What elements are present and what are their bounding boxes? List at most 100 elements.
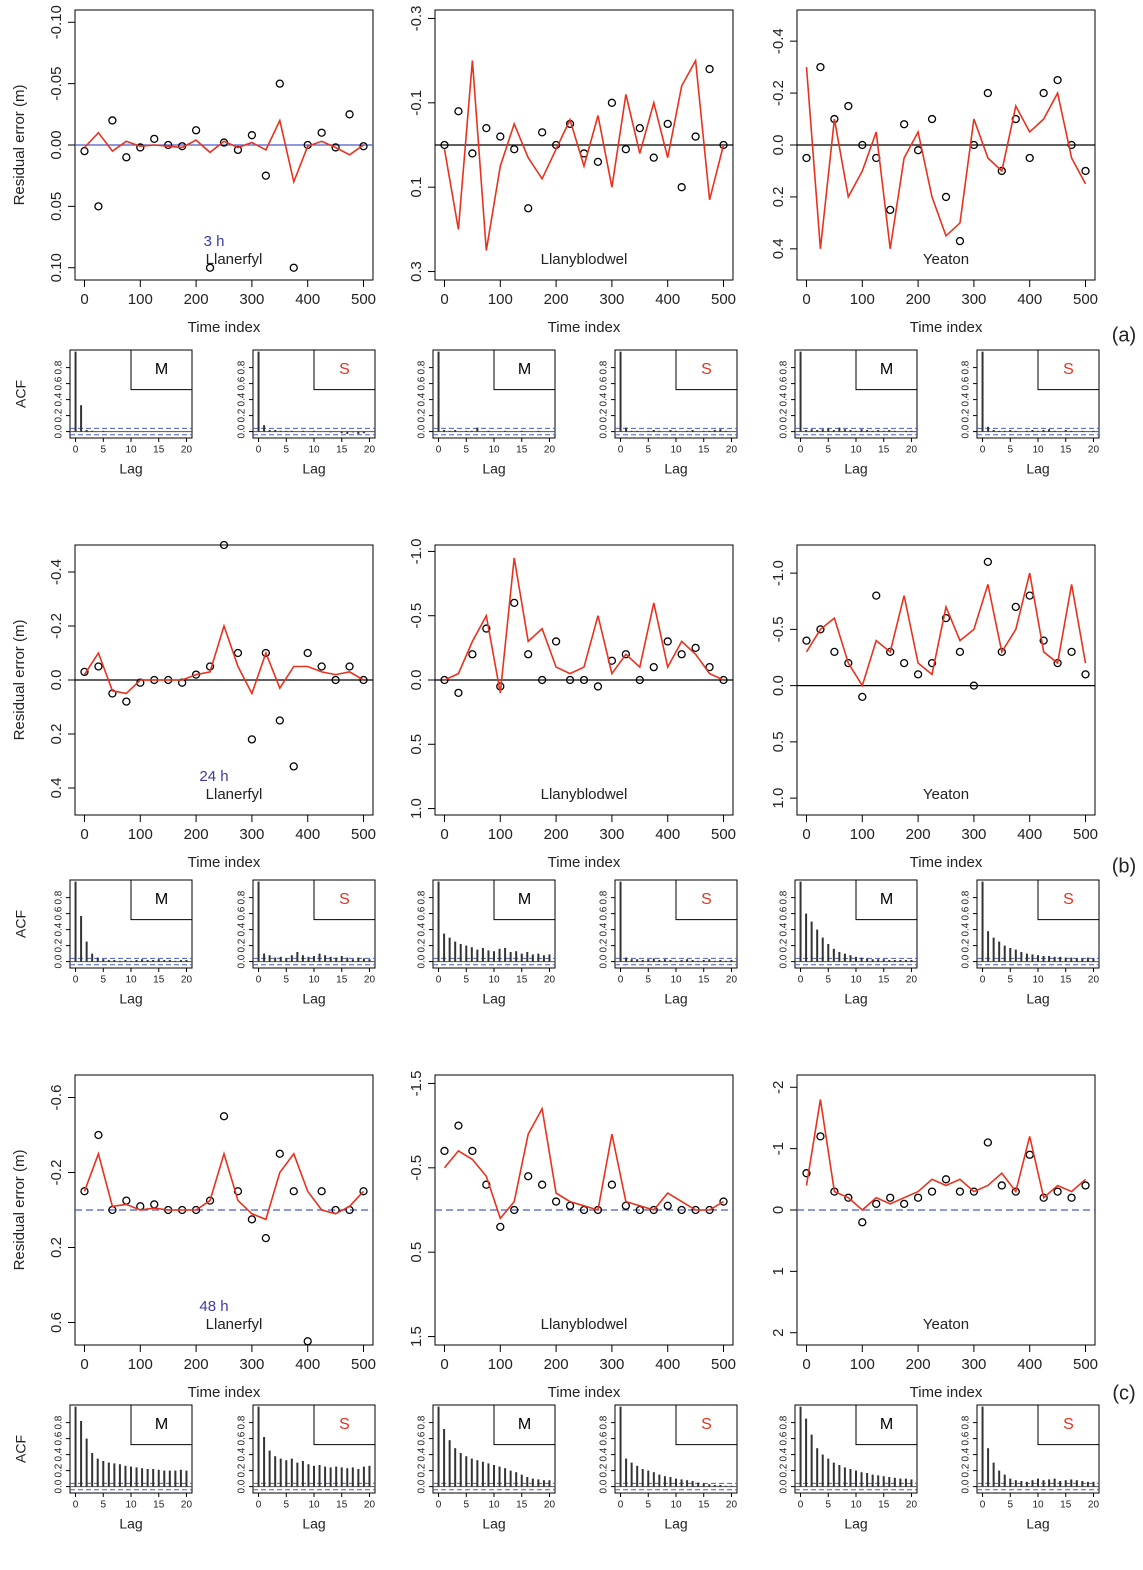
y-tick-label: 0.2 [48,1237,65,1258]
point [551,1197,561,1206]
y-tick-label: 0.8 [961,360,972,374]
y-tick-label: 0.2 [237,938,248,952]
x-tick-label: 10 [125,445,137,456]
horizon-label: 48 h [199,1298,228,1315]
point [621,650,631,659]
point [537,128,547,137]
point [663,637,672,646]
inset-box [493,880,555,921]
x-tick-label: 15 [336,445,348,456]
y-axis-label: ACF [13,380,29,408]
y-tick-label: -1.0 [770,560,787,586]
series-line [83,623,364,696]
y-tick-label: 0 [770,1206,787,1214]
x-tick-label: 0 [256,1500,262,1511]
x-tick-label: 400 [655,826,680,843]
point [331,675,340,685]
x-tick-label: 400 [1017,1356,1042,1373]
point [913,1193,923,1202]
x-tick-label: 200 [906,826,931,843]
x-tick-label: 20 [1088,975,1100,986]
series-line [443,57,725,251]
x-tick-label: 10 [850,1500,862,1511]
point [275,716,284,725]
x-tick-label: 400 [1017,826,1042,843]
x-tick-label: 5 [283,445,289,456]
x-tick-label: 0 [980,1500,986,1511]
y-tick-label: -0.3 [408,6,425,32]
y-tick-label: 0.6 [417,376,428,390]
point [802,636,811,645]
horizon-label: 3 h [204,233,225,250]
x-tick-label: 15 [153,975,165,986]
point [80,146,89,156]
y-tick-label: 0.2 [237,408,248,422]
x-tick-label: 200 [906,291,931,308]
station-label: Yeaton [923,1316,969,1333]
point [886,647,895,657]
point [317,662,326,671]
y-tick-label: 0.1 [408,177,425,198]
point [997,1181,1006,1190]
point [94,662,103,671]
x-tick-label: 5 [100,445,106,456]
x-tick-label: 500 [711,826,736,843]
x-tick-label: 10 [488,975,500,986]
x-tick-label: 10 [670,975,682,986]
y-tick-label: 0.6 [961,1431,972,1445]
x-tick-label: 5 [1007,1500,1013,1511]
x-tick-label: 5 [645,975,651,986]
y-tick-label: 0.0 [779,1479,790,1493]
inset-box [493,350,555,391]
y-tick-label: -0.1 [408,90,425,116]
x-tick-label: 200 [184,826,209,843]
point [482,123,491,133]
y-tick-label: 0.2 [417,408,428,422]
inset-label: S [339,891,350,908]
x-tick-label: 5 [825,445,831,456]
point [482,624,491,633]
x-tick-label: 500 [1073,291,1098,308]
x-tick-label: 5 [100,1500,106,1511]
point [607,98,617,107]
point [247,131,257,140]
point [927,114,937,124]
inset-label: S [1063,1416,1074,1433]
y-tick-label: 0.2 [237,1463,248,1477]
y-tick-label: -0.10 [48,5,65,39]
point [941,1175,951,1184]
y-tick-label: 1.0 [770,788,787,809]
y-tick-label: 0.0 [961,1479,972,1493]
x-tick-label: 15 [878,1500,890,1511]
y-tick-label: 0.0 [417,1479,428,1493]
x-tick-label: 15 [153,445,165,456]
point [359,1187,368,1196]
x-tick-label: 5 [463,445,469,456]
inset-box [855,1405,917,1446]
y-tick-label: 0.0 [770,675,787,696]
y-tick-label: 0.4 [54,392,65,406]
station-label: Llanyblodwel [541,1316,628,1333]
x-tick-label: 10 [488,445,500,456]
x-tick-label: 5 [1007,975,1013,986]
point [496,132,505,141]
x-tick-label: 15 [516,1500,528,1511]
point [565,1201,575,1210]
y-tick-label: 1 [770,1267,787,1275]
inset-label: M [155,1416,168,1433]
y-tick-label: 0.6 [779,1431,790,1445]
point [150,1200,159,1209]
x-tick-label: 5 [645,1500,651,1511]
point [886,1193,895,1202]
point [691,132,700,141]
point [705,64,714,74]
x-tick-label: 10 [670,445,682,456]
x-tick-label: 10 [670,1500,682,1511]
station-label: Llanerfyl [206,1316,263,1333]
y-tick-label: -1.0 [408,538,425,564]
x-tick-label: 10 [1032,1500,1044,1511]
point [858,692,867,702]
x-tick-label: 10 [125,975,137,986]
point [830,647,839,657]
x-tick-label: 400 [295,826,320,843]
